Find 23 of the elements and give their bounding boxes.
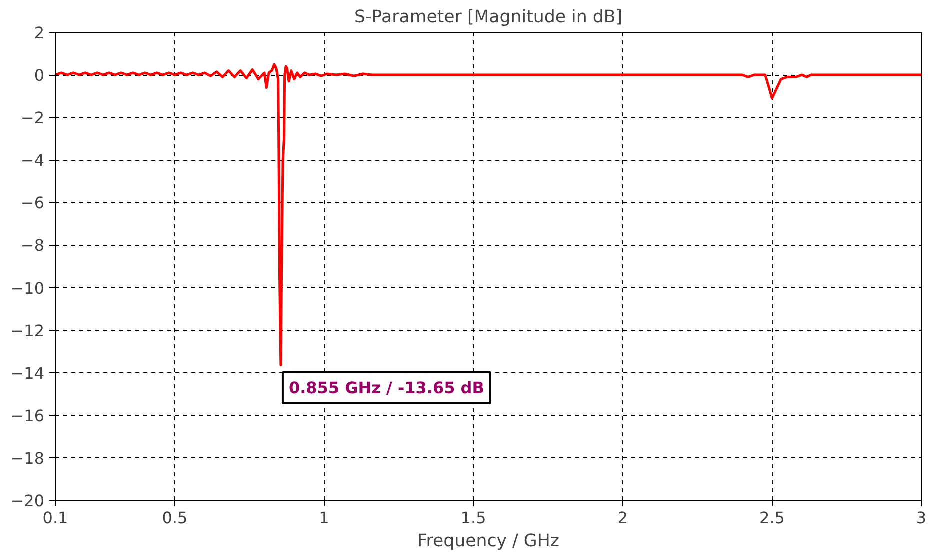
y-tick-label: −4: [20, 151, 45, 170]
chart-title: S-Parameter [Magnitude in dB]: [354, 8, 622, 28]
annotation: 0.855 GHz / -13.65 dB: [288, 378, 484, 398]
y-tick-label: −6: [20, 194, 45, 213]
y-tick-label: 0: [34, 66, 45, 86]
x-tick-label: 2: [618, 508, 628, 528]
y-tick-label: −8: [20, 236, 45, 256]
x-tick-label: 1: [319, 508, 330, 528]
y-tick-label: −12: [10, 321, 44, 340]
y-tick-label: −18: [10, 448, 44, 468]
x-axis-title: Frequency / GHz: [418, 532, 560, 552]
y-tick-label: 2: [34, 24, 45, 42]
x-tick-label: 1.5: [460, 508, 486, 528]
y-tick-label: −10: [10, 278, 44, 298]
y-tick-label: −20: [10, 492, 44, 510]
x-tick-label: 3: [916, 508, 927, 528]
line-series: [56, 63, 922, 367]
x-tick-label: 2.5: [759, 508, 785, 528]
y-tick-label: −14: [10, 364, 44, 383]
y-tick-label: −16: [10, 406, 44, 426]
x-tick-label: 0.1: [42, 508, 68, 528]
y-tick-label: −2: [20, 108, 45, 128]
x-tick-label: 0.5: [162, 508, 188, 528]
